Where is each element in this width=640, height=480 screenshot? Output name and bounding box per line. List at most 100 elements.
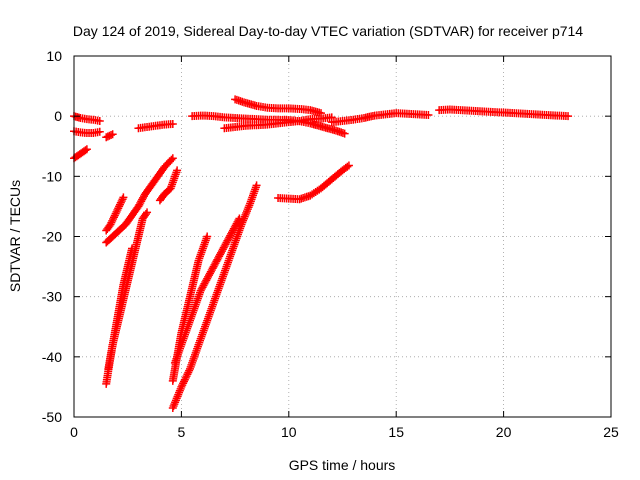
data-point xyxy=(245,201,254,210)
data-point xyxy=(201,278,210,287)
data-point xyxy=(244,203,253,212)
data-point xyxy=(203,274,212,283)
data-point xyxy=(424,110,433,119)
data-point xyxy=(134,202,143,211)
data-point xyxy=(213,255,222,264)
data-series xyxy=(435,105,573,121)
y-tick-label: -40 xyxy=(42,349,62,365)
data-point xyxy=(197,284,206,293)
data-point xyxy=(177,382,186,391)
data-point xyxy=(218,245,227,254)
data-point xyxy=(235,214,244,223)
x-tick-label: 15 xyxy=(388,424,404,440)
data-point xyxy=(176,384,185,393)
data-point xyxy=(95,127,104,136)
data-point xyxy=(219,243,228,252)
data-series xyxy=(327,109,433,127)
data-point xyxy=(340,129,349,138)
data-point xyxy=(228,226,237,235)
x-tick-label: 25 xyxy=(603,424,619,440)
data-point xyxy=(209,262,218,271)
data-point xyxy=(81,146,90,155)
data-point xyxy=(214,253,223,262)
data-point xyxy=(109,215,118,224)
data-point xyxy=(240,212,249,221)
x-tick-label: 10 xyxy=(281,424,297,440)
y-tick-label: 10 xyxy=(46,48,62,64)
data-point xyxy=(204,272,213,281)
data-point xyxy=(109,213,118,222)
data-point xyxy=(169,402,178,411)
data-series xyxy=(231,95,326,118)
data-point xyxy=(229,224,238,233)
data-point xyxy=(242,208,251,217)
data-point xyxy=(135,200,144,209)
data-point xyxy=(207,266,216,275)
y-axis-label: SDTVAR / TECUs xyxy=(7,180,23,292)
data-point xyxy=(220,241,229,250)
data-point xyxy=(215,252,224,261)
data-point xyxy=(198,283,207,292)
data-point xyxy=(111,209,120,218)
y-tick-label: -50 xyxy=(42,409,62,425)
data-series xyxy=(274,161,353,204)
data-series xyxy=(280,115,349,138)
data-point xyxy=(252,181,261,190)
data-point xyxy=(118,195,127,204)
data-point xyxy=(183,370,192,379)
y-tick-label: -20 xyxy=(42,229,62,245)
data-point xyxy=(115,202,124,211)
chart-title: Day 124 of 2019, Sidereal Day-to-day VTE… xyxy=(73,23,583,39)
data-point xyxy=(205,271,214,280)
data-point xyxy=(217,247,226,256)
data-point xyxy=(116,198,125,207)
data-point xyxy=(210,260,219,269)
axis-ticks: 0 5 10 15 20 25 -50 -40 -30 -20 -10 0 10 xyxy=(42,48,619,440)
data-point xyxy=(222,238,231,247)
data-point xyxy=(208,264,217,273)
data-point xyxy=(178,381,187,390)
data-point xyxy=(212,257,221,266)
data-series xyxy=(70,127,104,138)
data-point xyxy=(82,145,91,154)
data-point xyxy=(95,116,104,125)
data-point xyxy=(167,155,176,164)
data-series xyxy=(168,181,261,412)
data-point xyxy=(227,229,236,238)
data-point xyxy=(230,223,239,232)
data-point xyxy=(113,206,122,215)
data-point xyxy=(223,236,232,245)
data-point xyxy=(108,216,117,225)
data-point xyxy=(243,207,252,216)
data-point xyxy=(221,240,230,249)
data-point xyxy=(211,259,220,268)
data-point xyxy=(170,400,179,409)
data-point xyxy=(171,398,180,407)
x-tick-label: 20 xyxy=(496,424,512,440)
data-point xyxy=(180,375,189,384)
data-series xyxy=(170,214,244,367)
data-series xyxy=(70,112,104,125)
y-tick-label: -10 xyxy=(42,168,62,184)
data-point xyxy=(172,394,181,403)
data-point xyxy=(344,161,353,170)
y-tick-label: -30 xyxy=(42,289,62,305)
data-point xyxy=(231,221,240,230)
data-points xyxy=(70,95,573,412)
data-point xyxy=(168,403,177,412)
data-point xyxy=(564,112,573,121)
data-point xyxy=(168,154,177,163)
data-point xyxy=(139,193,148,202)
data-point xyxy=(241,210,250,219)
data-series xyxy=(134,119,177,133)
x-tick-label: 5 xyxy=(178,424,186,440)
data-point xyxy=(179,377,188,386)
data-series xyxy=(104,208,152,373)
data-point xyxy=(181,373,190,382)
data-point xyxy=(200,279,209,288)
data-point xyxy=(143,208,152,217)
data-point xyxy=(224,235,233,244)
data-point xyxy=(112,207,121,216)
y-tick-label: 0 xyxy=(54,108,62,124)
